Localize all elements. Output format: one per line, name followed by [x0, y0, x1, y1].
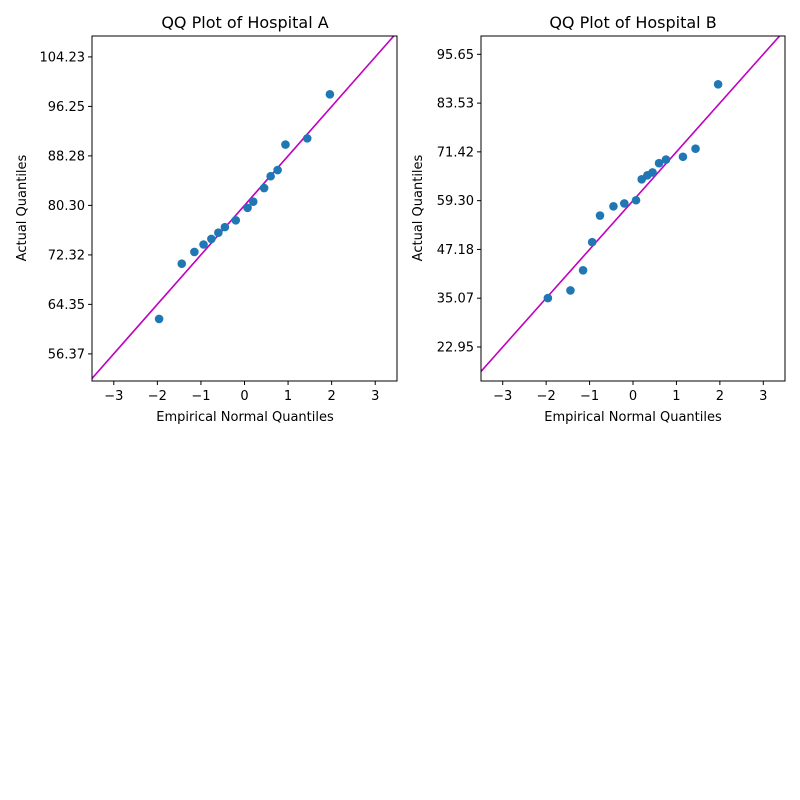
- plot-area: [480, 35, 786, 382]
- data-point: [190, 247, 199, 257]
- data-point: [325, 90, 335, 99]
- data-point: [713, 80, 723, 89]
- data-point: [543, 293, 553, 303]
- y-tick-label: 80.30: [48, 199, 85, 214]
- y-tick-label: 64.35: [48, 298, 85, 313]
- chart-title: QQ Plot of Hospital A: [161, 13, 328, 32]
- data-point: [220, 222, 230, 232]
- data-point: [199, 240, 208, 249]
- data-point: [177, 259, 187, 269]
- x-tick-label: 2: [716, 389, 724, 404]
- data-point: [214, 228, 223, 237]
- data-point: [259, 183, 269, 193]
- x-tick-label: 0: [629, 389, 637, 404]
- x-tick-label: 2: [328, 389, 336, 404]
- axes-frame: [91, 35, 398, 382]
- y-tick-label: 35.07: [437, 292, 474, 307]
- x-tick-label: −2: [148, 389, 167, 404]
- y-tick-label: 71.42: [437, 145, 474, 160]
- data-point: [207, 234, 216, 244]
- data-point: [566, 286, 575, 295]
- x-tick-label: 3: [759, 389, 767, 404]
- y-axis-label: Actual Quantiles: [411, 154, 426, 261]
- data-point: [648, 168, 657, 177]
- x-axis-label: Empirical Normal Quantiles: [156, 410, 334, 425]
- data-point: [609, 201, 618, 211]
- x-tick-label: −3: [104, 389, 123, 404]
- y-tick-label: 88.28: [48, 149, 85, 164]
- y-tick-label: 96.25: [48, 100, 85, 115]
- x-tick-label: −2: [537, 389, 556, 404]
- data-point: [231, 215, 241, 225]
- data-point: [691, 144, 700, 154]
- y-tick-label: 56.37: [48, 347, 85, 362]
- chart-title: QQ Plot of Hospital B: [549, 13, 716, 32]
- data-point: [248, 197, 258, 206]
- data-point: [281, 140, 290, 149]
- axis-ticks: −3 −2 −1 0 1 2 3 22.95 35.07 47.18 59.30 71.42 83.53…: [437, 48, 768, 404]
- data-point: [654, 158, 664, 168]
- y-tick-label: 22.95: [437, 340, 474, 355]
- y-tick-label: 59.30: [437, 194, 474, 209]
- plot-area: [91, 35, 398, 382]
- x-tick-label: 1: [284, 389, 292, 404]
- axes-frame: [480, 35, 786, 382]
- data-point: [243, 203, 252, 213]
- chart-hospital-b: QQ Plot of Hospital B Empirical Normal Q…: [411, 13, 786, 425]
- y-tick-label: 104.23: [40, 50, 86, 65]
- data-point: [302, 134, 312, 143]
- x-tick-label: 0: [240, 389, 248, 404]
- data-point: [273, 165, 282, 175]
- x-tick-label: 1: [672, 389, 680, 404]
- x-tick-label: −3: [493, 389, 512, 404]
- x-axis-label: Empirical Normal Quantiles: [544, 410, 722, 425]
- data-point: [631, 195, 641, 205]
- data-point: [595, 211, 605, 220]
- x-tick-label: −1: [191, 389, 210, 404]
- y-axis-label: Actual Quantiles: [15, 154, 30, 261]
- chart-hospital-a: QQ Plot of Hospital A Empirical Normal Q…: [15, 13, 398, 425]
- data-point: [578, 265, 588, 275]
- x-tick-label: −1: [580, 389, 599, 404]
- data-point: [620, 199, 629, 208]
- y-tick-label: 83.53: [437, 97, 474, 112]
- axis-ticks: −3 −2 −1 0 1 2 3 56.37 64.35 72.32 80.30 88.28 96.25…: [40, 50, 380, 404]
- y-tick-label: 47.18: [437, 243, 474, 258]
- data-point: [661, 155, 671, 164]
- data-point: [587, 237, 597, 247]
- data-point: [266, 171, 275, 181]
- y-tick-label: 95.65: [437, 48, 474, 63]
- data-point: [154, 314, 164, 324]
- x-tick-label: 3: [371, 389, 379, 404]
- data-point: [678, 152, 688, 162]
- y-tick-label: 72.32: [48, 248, 85, 263]
